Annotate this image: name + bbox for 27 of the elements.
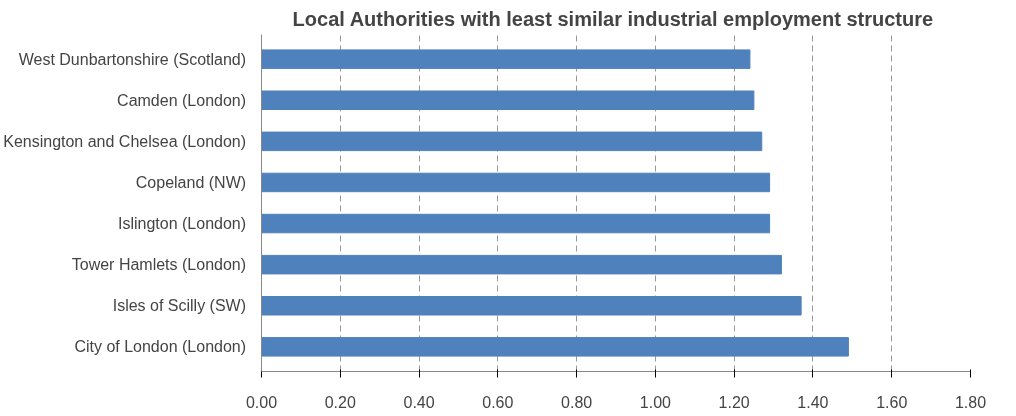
y-tick-label: City of London (London) (74, 338, 247, 356)
x-tick-label: 1.80 (954, 393, 987, 411)
bar (261, 172, 771, 193)
x-tick-label: 1.20 (718, 393, 750, 411)
chart-title: Local Authorities with least similar industrial employment structure (292, 7, 934, 30)
y-tick-label: Islington (London) (117, 215, 247, 233)
y-tick-label: Copeland (NW) (135, 173, 247, 191)
x-tick-label: 0.20 (324, 393, 356, 411)
x-tick-label: 1.40 (797, 393, 829, 411)
y-tick-label: Isles of Scilly (SW) (112, 297, 247, 315)
y-tick-label: Kensington and Chelsea (London) (3, 132, 247, 150)
y-tick-label: West Dunbartonshire (Scotland) (18, 50, 247, 68)
x-tick-label: 0.60 (482, 393, 514, 411)
x-tick-label: 0.40 (403, 393, 435, 411)
bar (261, 49, 751, 69)
x-tick-label: 1.60 (876, 393, 908, 411)
x-tick-label: 1.00 (639, 393, 672, 411)
x-tick-label: 0.00 (245, 393, 278, 411)
bar (261, 337, 849, 357)
bar (261, 90, 755, 110)
bar (261, 131, 763, 152)
x-tick-label: 0.80 (561, 393, 593, 411)
y-tick-label: Camden (London) (117, 91, 247, 109)
bar (261, 213, 771, 234)
bar (261, 296, 802, 316)
y-tick-label: Tower Hamlets (London) (71, 256, 247, 274)
bar (261, 254, 782, 275)
